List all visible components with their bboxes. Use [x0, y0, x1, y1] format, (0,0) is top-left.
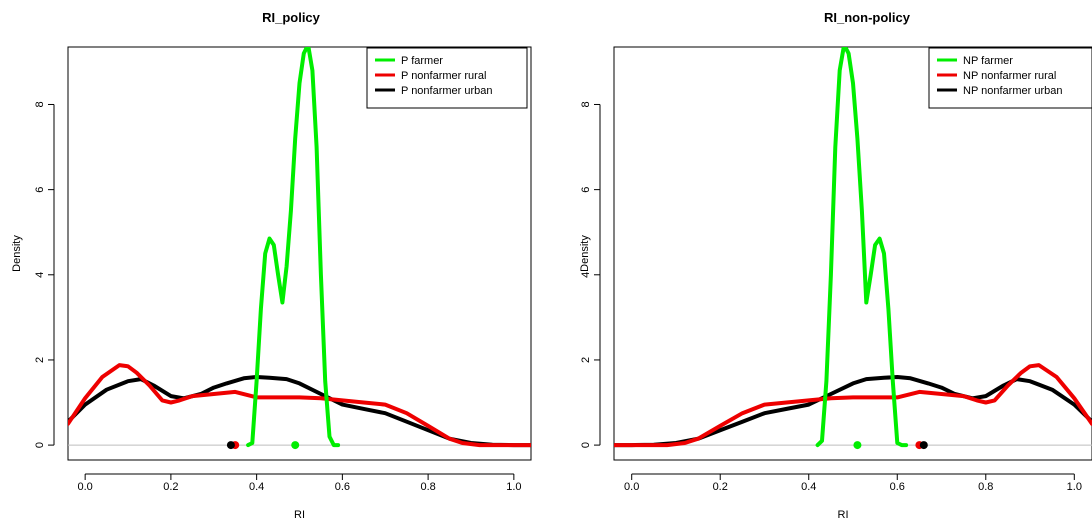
- legend-label: P nonfarmer urban: [401, 85, 493, 97]
- y-tick-label: 4: [34, 272, 46, 278]
- y-axis-label: Density: [579, 235, 591, 272]
- legend-box: [366, 47, 528, 109]
- y-tick-label: 0: [580, 442, 592, 448]
- x-tick-label: 0.4: [801, 481, 816, 493]
- legend-label: NP nonfarmer rural: [963, 70, 1056, 82]
- x-tick-label: 0.6: [335, 481, 350, 493]
- chart-title: RI_policy: [262, 10, 321, 25]
- plot-frame: [67, 46, 532, 461]
- y-tick-label: 2: [580, 357, 592, 363]
- series-line-p-farmer: [246, 47, 341, 448]
- x-tick-label: 0.8: [420, 481, 435, 493]
- legend-box: [928, 47, 1092, 109]
- y-tick-label: 6: [580, 187, 592, 193]
- y-tick-label: 8: [580, 101, 592, 107]
- chart-panel-policy: RI_policy RI Density 0.0 0.2 0.4 0.6 0.8 1.0 0 2 4 6…: [11, 10, 532, 521]
- y-tick-label: 8: [34, 101, 46, 107]
- y-tick-label: 6: [34, 187, 46, 193]
- x-tick-label: 0.0: [624, 481, 639, 493]
- mean-marker-np-nonfarmer-urban: [919, 441, 928, 450]
- mean-marker-np-farmer: [853, 441, 862, 450]
- legend: P farmer P nonfarmer rural P nonfarmer urb…: [366, 47, 528, 109]
- x-tick-label: 0.8: [978, 481, 993, 493]
- series-line-np-nonfarmer-rural: [614, 363, 1092, 448]
- mean-marker-p-farmer: [291, 441, 300, 450]
- x-axis-label: RI: [294, 509, 305, 521]
- plot-frame: [613, 46, 1092, 461]
- y-axis-label: Density: [11, 235, 23, 272]
- x-tick-label: 0.4: [249, 481, 264, 493]
- legend-label: NP farmer: [963, 55, 1013, 67]
- x-tick-label: 0.6: [890, 481, 905, 493]
- mean-marker-p-nonfarmer-urban: [226, 441, 235, 450]
- y-tick-label: 4: [580, 272, 592, 278]
- chart-title: RI_non-policy: [824, 10, 911, 25]
- x-tick-label: 1.0: [506, 481, 521, 493]
- legend-label: P nonfarmer rural: [401, 70, 486, 82]
- x-tick-label: 0.0: [77, 481, 92, 493]
- x-tick-label: 0.2: [163, 481, 178, 493]
- legend: NP farmer NP nonfarmer rural NP nonfarmer …: [928, 47, 1092, 109]
- series-line-p-nonfarmer-rural: [68, 363, 531, 448]
- chart-panel-non-policy: RI_non-policy RI Density 0.0 0.2 0.4 0.6 0.8 1.0…: [579, 10, 1092, 521]
- series-line-np-nonfarmer-urban: [614, 375, 1092, 448]
- legend-label: P farmer: [401, 55, 443, 67]
- y-tick-label: 0: [34, 442, 46, 448]
- legend-label: NP nonfarmer urban: [963, 85, 1062, 97]
- x-axis-label: RI: [838, 509, 849, 521]
- x-tick-label: 0.2: [713, 481, 728, 493]
- series-line-p-nonfarmer-urban: [68, 375, 531, 448]
- series-line-np-farmer: [815, 47, 909, 448]
- x-tick-label: 1.0: [1067, 481, 1082, 493]
- y-tick-label: 2: [34, 357, 46, 363]
